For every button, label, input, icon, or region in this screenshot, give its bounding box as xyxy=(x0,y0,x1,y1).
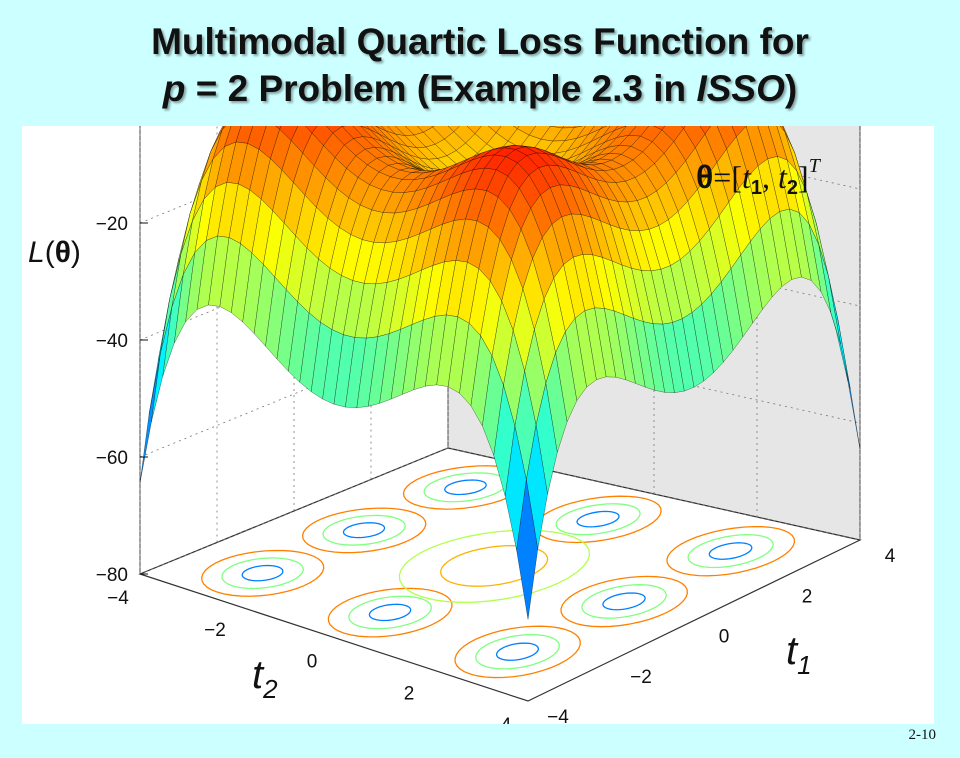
z-tick-label: −40 xyxy=(96,331,128,352)
contour-line xyxy=(444,479,487,496)
title-isso: ISSO xyxy=(696,68,785,109)
contour-line xyxy=(581,584,667,619)
theta-formula: θ=[t1, t2]T xyxy=(696,155,822,199)
contour-line xyxy=(301,507,427,554)
contour-line xyxy=(454,625,581,679)
t1-tick-label: 2 xyxy=(802,586,813,607)
contour-line xyxy=(576,510,620,528)
contour-line xyxy=(368,603,412,622)
surface-patch xyxy=(680,126,686,129)
contour-line xyxy=(322,514,406,546)
contour-line xyxy=(560,575,689,628)
contour-line xyxy=(602,592,646,611)
title-mid: = 2 Problem (Example 2.3 in xyxy=(185,68,697,109)
t1-axis-label: t1 xyxy=(786,629,812,680)
contour-line xyxy=(708,542,753,560)
surface-mesh xyxy=(139,126,861,620)
t2-tick-label: −4 xyxy=(107,588,129,609)
t1-tick-label: −4 xyxy=(547,707,569,724)
t2-axis-ticks: −4 −2 0 2 4 xyxy=(107,588,512,724)
z-axis-label: L(θ) xyxy=(28,236,81,269)
t1-axis-ticks: −4 −2 0 2 4 xyxy=(547,546,896,724)
t2-tick-label: 2 xyxy=(404,683,415,704)
contour-line xyxy=(241,564,284,582)
contour-line xyxy=(398,529,591,603)
t2-tick-label: 4 xyxy=(501,715,512,724)
contour-line xyxy=(201,549,325,597)
contour-line xyxy=(342,522,386,539)
contour-line xyxy=(475,633,560,670)
t2-tick-label: 0 xyxy=(307,652,318,673)
surface-patch xyxy=(431,126,435,128)
slide-title: Multimodal Quartic Loss Function for p =… xyxy=(0,18,960,112)
contour-line xyxy=(666,525,796,577)
title-line-2: p = 2 Problem (Example 2.3 in ISSO) xyxy=(0,65,960,112)
t1-tick-label: 0 xyxy=(719,627,730,648)
contour-line xyxy=(687,534,774,569)
title-line-1: Multimodal Quartic Loss Function for xyxy=(151,21,809,62)
contour-line xyxy=(440,544,549,587)
floor-contours xyxy=(201,465,796,679)
slide-number: 2-10 xyxy=(908,727,937,743)
t1-tick-label: −2 xyxy=(630,667,652,688)
t1-tick-label: 4 xyxy=(885,546,896,567)
t2-axis-label: t2 xyxy=(252,653,278,704)
surface-patch xyxy=(516,479,538,620)
z-axis-ticks: 200−20−40−60−80 xyxy=(96,214,148,586)
t2-tick-label: −2 xyxy=(204,620,226,641)
z-tick-label: −20 xyxy=(96,214,128,235)
z-tick-label: −60 xyxy=(96,448,128,469)
contour-line xyxy=(348,595,432,630)
title-end: ) xyxy=(784,68,798,109)
contour-line xyxy=(221,557,304,590)
contour-line xyxy=(534,495,662,544)
title-p: p xyxy=(162,68,186,109)
contour-line xyxy=(495,642,539,661)
contour-line xyxy=(555,503,641,536)
z-tick-label: −80 xyxy=(96,565,128,586)
surface-patch xyxy=(513,126,520,129)
contour-line xyxy=(327,587,453,638)
